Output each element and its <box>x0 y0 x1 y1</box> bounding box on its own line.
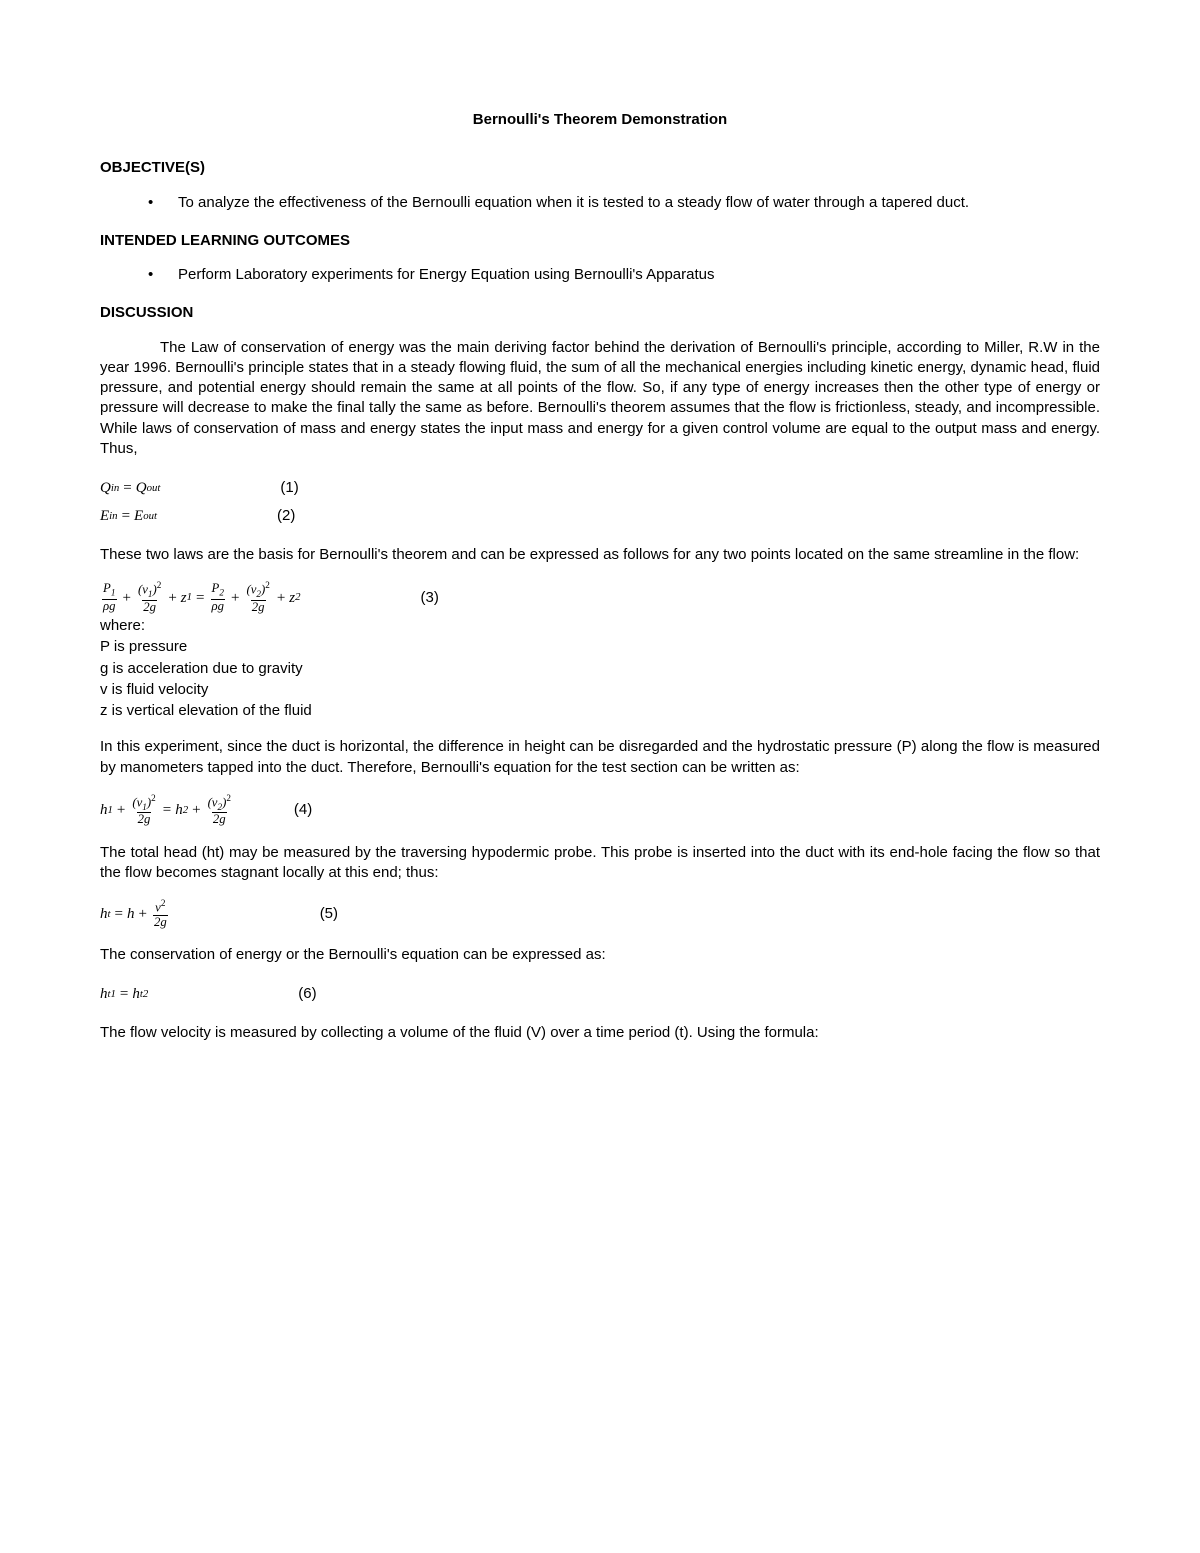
equation-label: (4) <box>294 800 312 820</box>
where-line: g is acceleration due to gravity <box>100 659 1100 679</box>
equation-6: ht1 = ht2 (6) <box>100 981 1100 1007</box>
discussion-para-6: The flow velocity is measured by collect… <box>100 1023 1100 1043</box>
equation-label: (2) <box>277 506 295 526</box>
discussion-para-1: The Law of conservation of energy was th… <box>100 338 1100 460</box>
page-title: Bernoulli's Theorem Demonstration <box>100 110 1100 130</box>
equation-5: ht = h + v22g (5) <box>100 899 1100 929</box>
objectives-heading: OBJECTIVE(S) <box>100 158 1100 178</box>
equation-label: (3) <box>421 588 439 608</box>
equation-label: (1) <box>280 478 298 498</box>
equation-4: h1 + (v1)22g = h2 + (v2)22g (4) <box>100 794 1100 827</box>
objectives-list: To analyze the effectiveness of the Bern… <box>100 193 1100 213</box>
equation-3: P1ρg + (v1)22g + z1 = P2ρg + (v2)22g + z… <box>100 581 1100 614</box>
equation-label: (6) <box>298 984 316 1004</box>
ilo-list: Perform Laboratory experiments for Energ… <box>100 265 1100 285</box>
where-line: v is fluid velocity <box>100 680 1100 700</box>
where-line: P is pressure <box>100 637 1100 657</box>
equation-label: (5) <box>320 904 338 924</box>
equation-1: Qin=Qout (1) <box>100 475 1100 501</box>
discussion-heading: DISCUSSION <box>100 303 1100 323</box>
discussion-para-3: In this experiment, since the duct is ho… <box>100 737 1100 778</box>
where-line: z is vertical elevation of the fluid <box>100 701 1100 721</box>
discussion-para-4: The total head (ht) may be measured by t… <box>100 843 1100 884</box>
discussion-para-2: These two laws are the basis for Bernoul… <box>100 545 1100 565</box>
equation-2: Ein=Eout (2) <box>100 503 1100 529</box>
discussion-para-5: The conservation of energy or the Bernou… <box>100 945 1100 965</box>
equation-4-block: h1 + (v1)22g = h2 + (v2)22g (4) <box>100 794 1100 827</box>
equations-1-2: Qin=Qout (1) Ein=Eout (2) <box>100 475 1100 529</box>
equation-3-block: P1ρg + (v1)22g + z1 = P2ρg + (v2)22g + z… <box>100 581 1100 721</box>
equation-5-block: ht = h + v22g (5) <box>100 899 1100 929</box>
list-item: To analyze the effectiveness of the Bern… <box>100 193 1100 213</box>
list-item: Perform Laboratory experiments for Energ… <box>100 265 1100 285</box>
where-label: where: <box>100 616 1100 636</box>
equation-6-block: ht1 = ht2 (6) <box>100 981 1100 1007</box>
ilo-heading: INTENDED LEARNING OUTCOMES <box>100 231 1100 251</box>
